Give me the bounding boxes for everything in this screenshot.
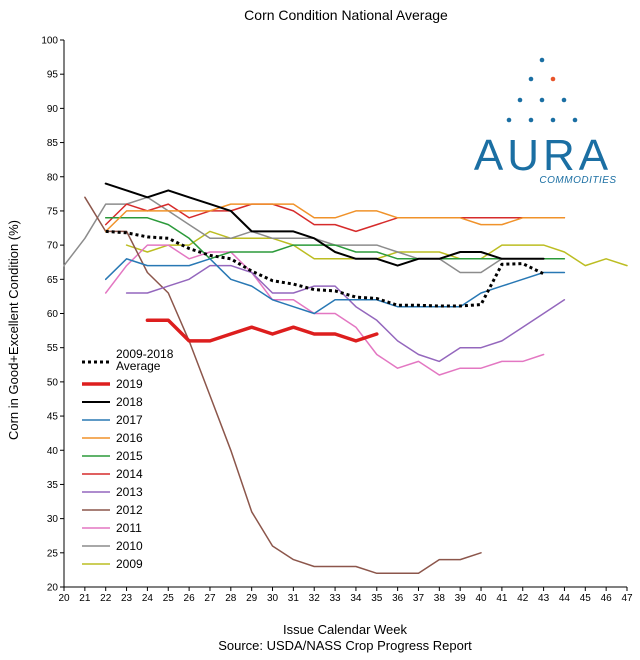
x-tick-label: 36 <box>392 593 404 604</box>
logo-dot <box>528 76 534 82</box>
legend-label: Average <box>116 359 161 373</box>
x-tick-label: 34 <box>350 593 362 604</box>
y-tick-label: 65 <box>47 275 59 286</box>
x-tick-label: 45 <box>580 593 592 604</box>
x-axis-label: Issue Calendar Week <box>283 622 408 637</box>
x-tick-label: 26 <box>184 593 196 604</box>
y-tick-label: 70 <box>47 241 59 252</box>
legend-label: 2013 <box>116 485 143 499</box>
y-tick-label: 85 <box>47 138 59 149</box>
x-tick-label: 47 <box>621 593 633 604</box>
y-tick-label: 30 <box>47 514 59 525</box>
y-tick-label: 80 <box>47 172 59 183</box>
x-tick-label: 20 <box>58 593 70 604</box>
legend-label: 2010 <box>116 539 143 553</box>
logo-wordmark: AURA <box>474 131 612 180</box>
logo-dot <box>550 117 556 123</box>
legend-label: 2016 <box>116 431 143 445</box>
x-tick-label: 21 <box>79 593 91 604</box>
x-tick-label: 44 <box>559 593 571 604</box>
legend-label: 2014 <box>116 467 143 481</box>
x-tick-label: 42 <box>517 593 529 604</box>
x-tick-label: 29 <box>246 593 258 604</box>
aura-logo: AURA COMMODITIES <box>474 57 616 186</box>
y-tick-label: 90 <box>47 104 59 115</box>
x-tick-label: 32 <box>309 593 321 604</box>
series-line-2016 <box>104 203 566 233</box>
x-tick-label: 37 <box>413 593 425 604</box>
logo-dot <box>528 117 534 123</box>
x-tick-label: 24 <box>142 593 154 604</box>
x-tick-label: 25 <box>163 593 175 604</box>
legend-label: 2017 <box>116 413 143 427</box>
y-tick-label: 40 <box>47 446 59 457</box>
logo-dot <box>517 97 523 103</box>
logo-dot <box>539 97 545 103</box>
x-tick-label: 30 <box>267 593 279 604</box>
y-axis: 20 25 30 35 40 45 50 55 60 65 70 75 80 85 90 95 100 <box>41 36 64 594</box>
x-tick-label: 39 <box>455 593 467 604</box>
x-tick-label: 38 <box>434 593 446 604</box>
x-tick-label: 31 <box>288 593 300 604</box>
legend-label: 2009-2018 <box>116 347 174 361</box>
legend-label: 2011 <box>116 521 142 535</box>
y-tick-label: 20 <box>47 583 59 594</box>
series-line-2014 <box>104 203 566 233</box>
y-tick-label: 100 <box>41 36 58 47</box>
legend-label: 2009 <box>116 557 143 571</box>
x-tick-label: 22 <box>100 593 112 604</box>
series-line-2015 <box>104 217 566 260</box>
y-tick-label: 50 <box>47 377 59 388</box>
logo-dot <box>572 117 578 123</box>
logo-dot <box>539 57 545 63</box>
series-line-2012 <box>84 196 482 575</box>
y-tick-label: 75 <box>47 206 59 217</box>
series-line-2013 <box>125 264 566 363</box>
x-tick-label: 33 <box>330 593 342 604</box>
source-label: Source: USDA/NASS Crop Progress Report <box>218 638 472 653</box>
y-tick-label: 60 <box>47 309 59 320</box>
x-tick-label: 28 <box>225 593 237 604</box>
x-tick-label: 41 <box>496 593 508 604</box>
legend-label: 2012 <box>116 503 143 517</box>
chart-title: Corn Condition National Average <box>244 7 448 23</box>
y-axis-label: Corn in Good+Excellent Condition (%) <box>6 220 21 440</box>
series-lines <box>63 182 628 575</box>
series-line-2011 <box>104 244 545 376</box>
logo-dot <box>550 76 556 82</box>
y-tick-label: 35 <box>47 480 59 491</box>
series-line-2009 <box>125 230 628 267</box>
x-tick-label: 40 <box>475 593 487 604</box>
series-line-2019 <box>145 318 379 343</box>
logo-subtitle: COMMODITIES <box>539 175 616 186</box>
x-tick-label: 23 <box>121 593 133 604</box>
series-line-2009-2018-average <box>105 229 545 308</box>
x-tick-label: 35 <box>371 593 383 604</box>
legend-label: 2015 <box>116 449 143 463</box>
logo-dot <box>506 117 512 123</box>
x-tick-label: 43 <box>538 593 550 604</box>
x-axis: 20 21 22 23 24 25 26 27 28 29 30 31 32 33 34 35 36 37 38 39… <box>58 587 633 604</box>
legend-label: 2019 <box>116 377 143 391</box>
y-tick-label: 95 <box>47 70 59 81</box>
y-tick-label: 25 <box>47 548 59 559</box>
logo-dot <box>561 97 567 103</box>
y-tick-label: 45 <box>47 412 59 423</box>
logo-dots-icon <box>506 57 578 123</box>
y-tick-label: 55 <box>47 343 59 354</box>
x-tick-label: 46 <box>601 593 613 604</box>
legend-label: 2018 <box>116 395 143 409</box>
x-tick-label: 27 <box>204 593 216 604</box>
series-line-2018 <box>104 182 545 267</box>
